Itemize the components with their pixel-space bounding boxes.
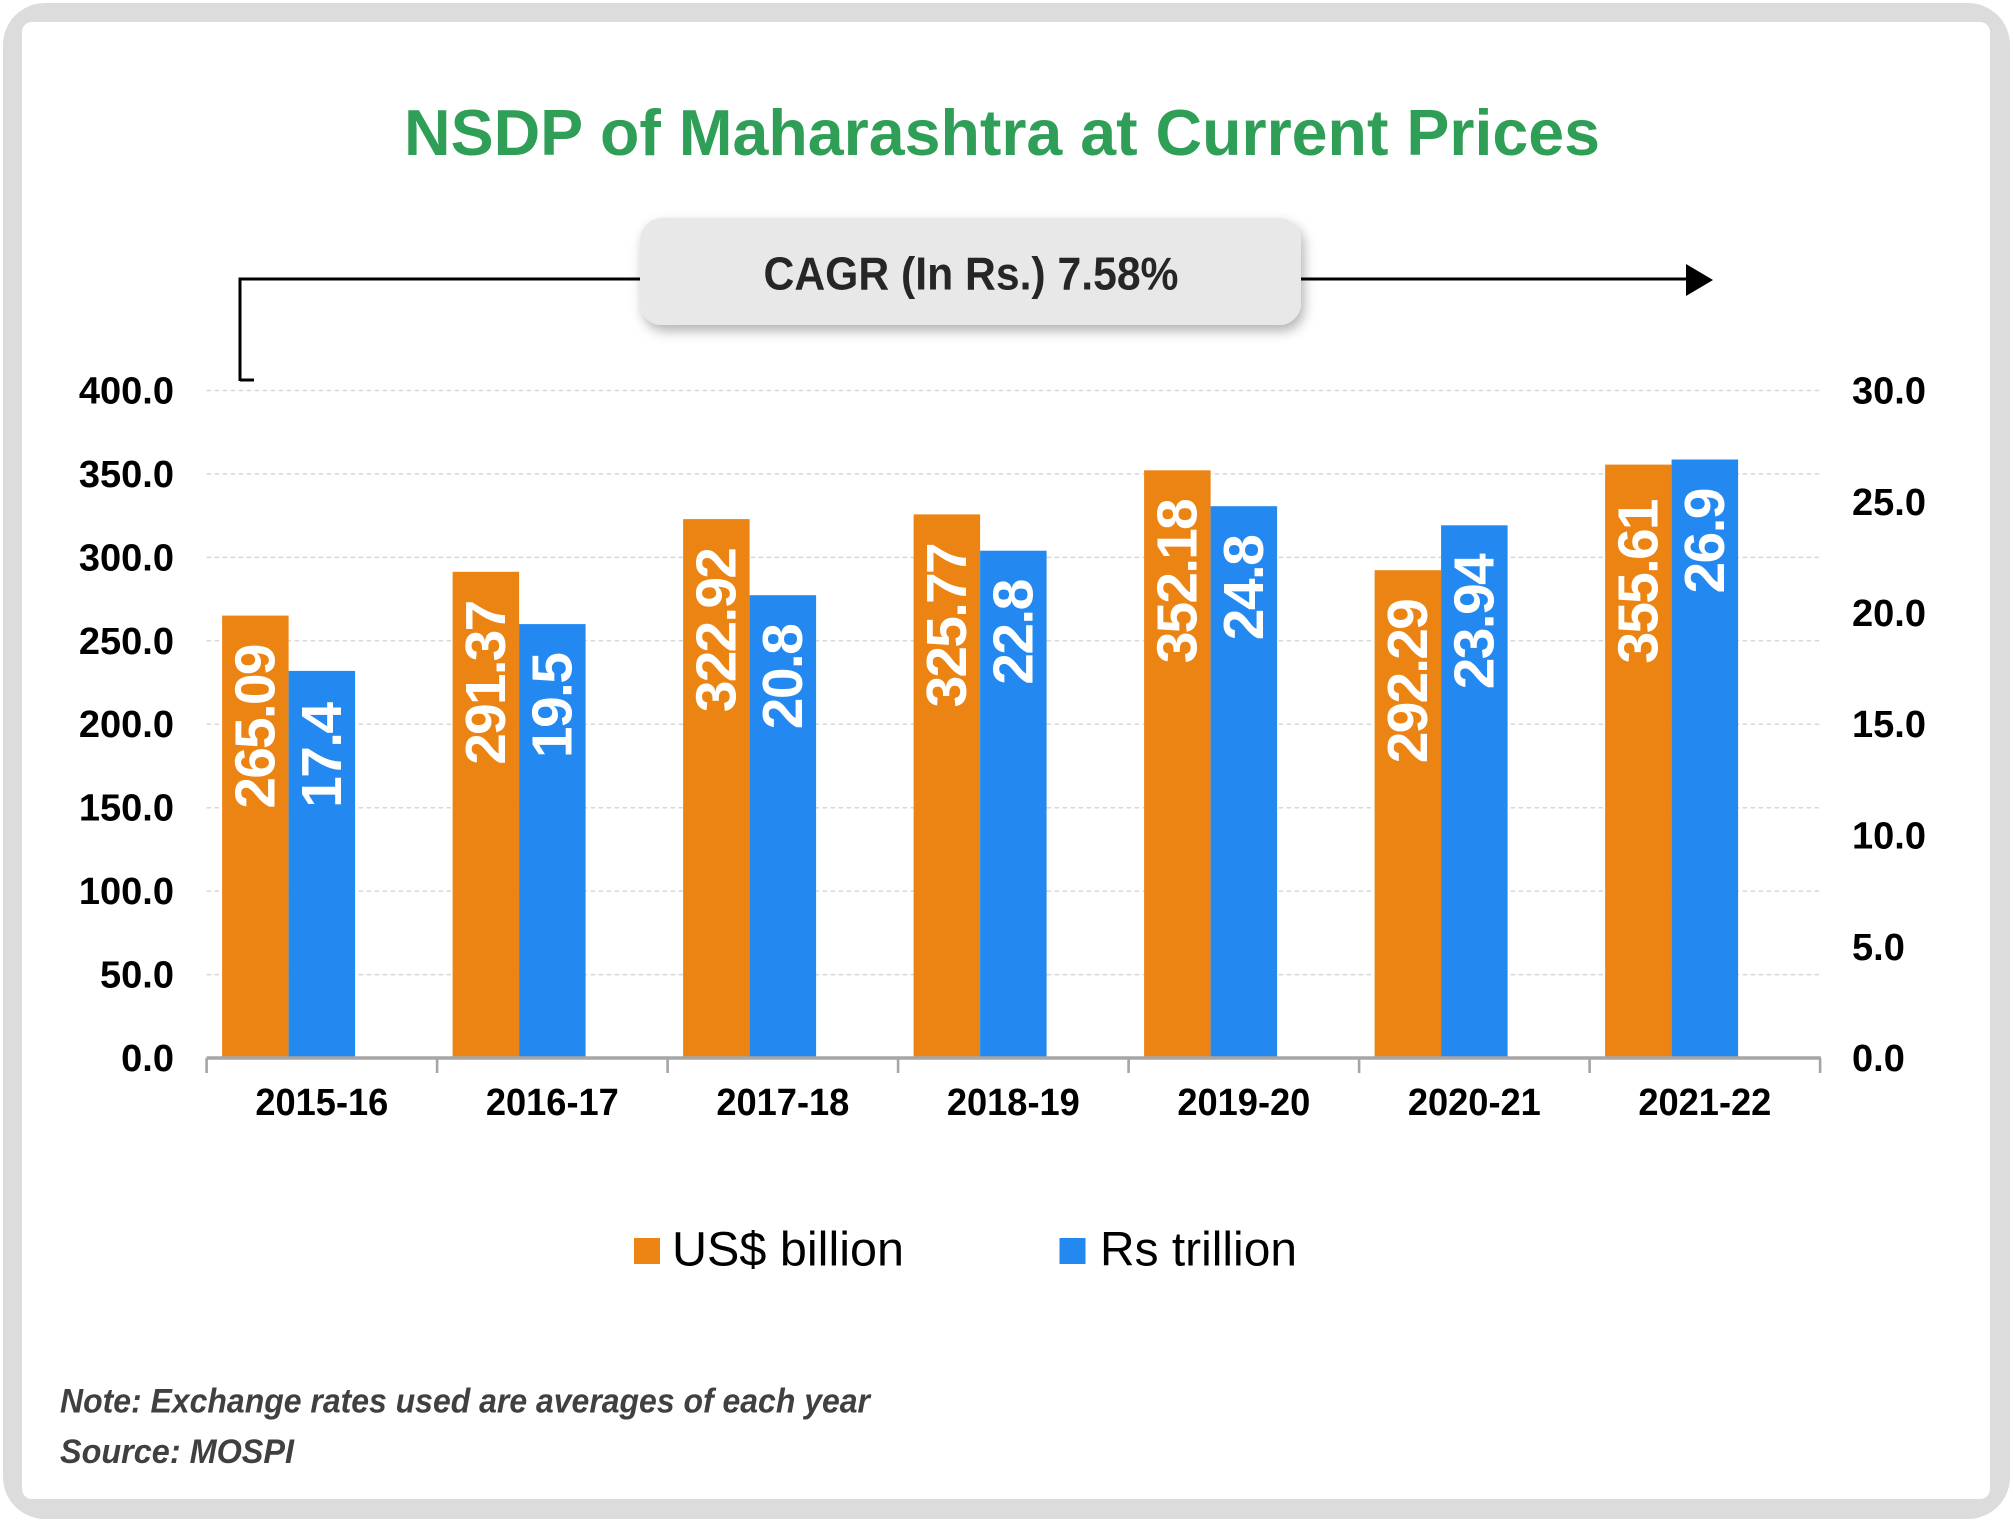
- svg-text:355.61: 355.61: [1606, 499, 1670, 664]
- svg-text:100.0: 100.0: [79, 871, 174, 913]
- svg-text:50.0: 50.0: [100, 955, 174, 997]
- svg-text:291.37: 291.37: [454, 600, 518, 765]
- svg-text:325.77: 325.77: [915, 542, 979, 707]
- svg-text:150.0: 150.0: [79, 788, 174, 830]
- svg-text:19.5: 19.5: [520, 652, 584, 758]
- svg-text:26.9: 26.9: [1673, 488, 1737, 594]
- svg-text:292.29: 292.29: [1376, 598, 1440, 763]
- svg-text:Source: MOSPI: Source: MOSPI: [60, 1433, 295, 1471]
- svg-text:23.94: 23.94: [1442, 553, 1506, 689]
- svg-text:2019-20: 2019-20: [1177, 1082, 1310, 1124]
- svg-text:0.0: 0.0: [1852, 1038, 1905, 1080]
- svg-text:25.0: 25.0: [1852, 482, 1926, 524]
- svg-text:200.0: 200.0: [79, 704, 174, 746]
- svg-text:22.8: 22.8: [981, 579, 1045, 685]
- svg-text:NSDP of Maharashtra at Current: NSDP of Maharashtra at Current Prices: [404, 97, 1600, 169]
- svg-text:2017-18: 2017-18: [716, 1082, 849, 1124]
- svg-text:CAGR (In Rs.) 7.58%: CAGR (In Rs.) 7.58%: [764, 248, 1179, 300]
- svg-text:20.0: 20.0: [1852, 593, 1926, 635]
- svg-text:10.0: 10.0: [1852, 816, 1926, 858]
- svg-text:24.8: 24.8: [1212, 534, 1276, 640]
- svg-text:2021-22: 2021-22: [1638, 1082, 1771, 1124]
- svg-text:300.0: 300.0: [79, 537, 174, 579]
- svg-text:Note: Exchange rates used are: Note: Exchange rates used are averages o…: [60, 1383, 872, 1421]
- svg-text:250.0: 250.0: [79, 621, 174, 663]
- svg-text:30.0: 30.0: [1852, 371, 1926, 413]
- svg-text:2016-17: 2016-17: [486, 1082, 619, 1124]
- svg-text:17.4: 17.4: [290, 702, 354, 808]
- svg-text:2015-16: 2015-16: [255, 1082, 388, 1124]
- svg-text:0.0: 0.0: [121, 1038, 174, 1080]
- svg-text:2020-21: 2020-21: [1408, 1082, 1541, 1124]
- svg-text:20.8: 20.8: [751, 623, 815, 729]
- svg-text:5.0: 5.0: [1852, 927, 1905, 969]
- svg-text:400.0: 400.0: [79, 371, 174, 413]
- svg-text:265.09: 265.09: [223, 644, 287, 809]
- svg-text:322.92: 322.92: [684, 547, 748, 712]
- svg-text:352.18: 352.18: [1145, 498, 1209, 663]
- svg-text:2018-19: 2018-19: [947, 1082, 1080, 1124]
- svg-text:350.0: 350.0: [79, 454, 174, 496]
- svg-text:US$ billion: US$ billion: [672, 1224, 904, 1277]
- svg-text:15.0: 15.0: [1852, 704, 1926, 746]
- svg-text:Rs trillion: Rs trillion: [1100, 1224, 1297, 1277]
